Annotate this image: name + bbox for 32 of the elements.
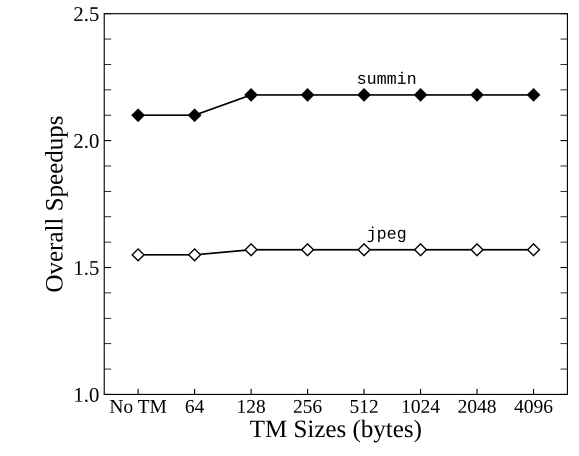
point	[470, 243, 484, 256]
y-tick-label: 1.0	[75, 388, 99, 402]
y-axis-title: Overall Speedups	[45, 116, 68, 292]
x-axis-title: TM Sizes (bytes)	[250, 420, 421, 442]
point	[188, 108, 202, 122]
y-tick-label: 1.5	[75, 260, 99, 276]
series-label: summin	[358, 72, 416, 84]
point	[414, 88, 428, 102]
point	[132, 248, 145, 262]
point	[526, 243, 540, 256]
series-label: jpeg	[368, 226, 406, 242]
point	[132, 108, 145, 122]
x-tick-label: 4096	[514, 400, 552, 413]
x-tick-label: 2048	[458, 400, 496, 413]
y-tick-label: 2.0	[74, 134, 99, 148]
point	[300, 88, 314, 102]
x-tick-label: 256	[294, 400, 322, 413]
x-tick-label: 64	[186, 400, 204, 413]
point	[526, 88, 540, 102]
point	[357, 88, 371, 102]
x-tick-label: No TM	[110, 400, 166, 413]
y-tick-label: 2.5	[74, 7, 99, 22]
x-tick-label: 128	[238, 400, 265, 413]
point	[244, 243, 258, 256]
point	[470, 88, 484, 102]
point	[414, 243, 428, 256]
point	[188, 248, 202, 262]
point	[300, 243, 314, 256]
point	[244, 88, 258, 102]
x-tick-label: 1024	[402, 400, 440, 413]
x-tick-label: 512	[350, 400, 378, 413]
point	[357, 243, 371, 256]
